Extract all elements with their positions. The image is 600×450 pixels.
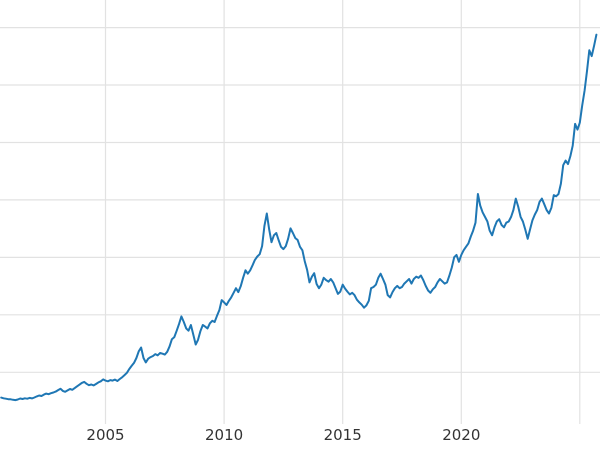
x-tick-label-2015: 2015 — [323, 426, 362, 444]
x-axis-tick-labels: 2005 2010 2015 2020 — [0, 424, 600, 450]
price-series-line — [0, 33, 598, 402]
x-tick-label-2005: 2005 — [86, 426, 125, 444]
price-line-chart — [0, 0, 600, 424]
plot-area — [0, 0, 600, 424]
x-tick-label-2020: 2020 — [442, 426, 481, 444]
x-tick-label-2010: 2010 — [205, 426, 244, 444]
